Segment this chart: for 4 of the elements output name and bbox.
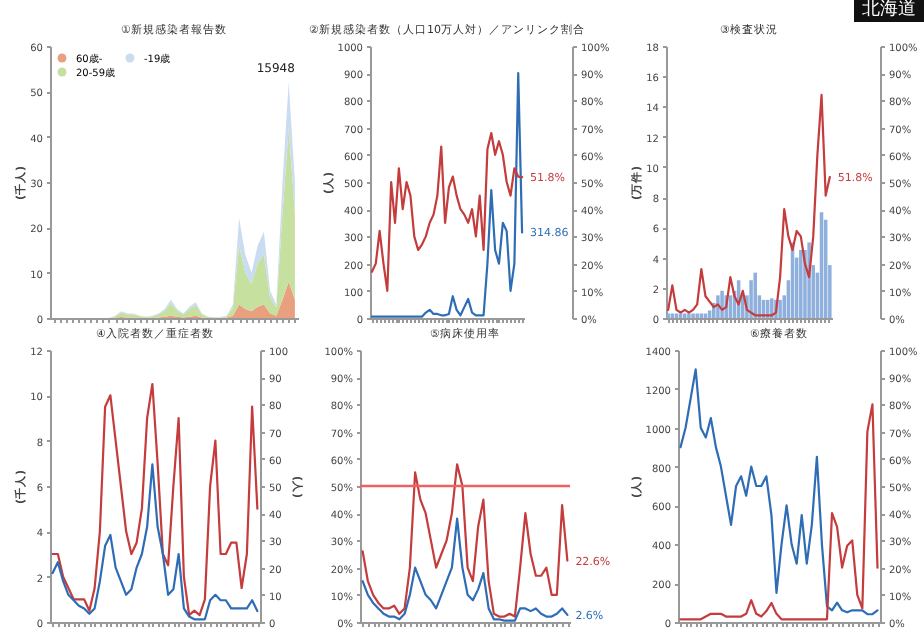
line-series [51,382,259,617]
line-series [679,368,879,616]
line-series [370,131,524,292]
line-series [361,463,569,618]
